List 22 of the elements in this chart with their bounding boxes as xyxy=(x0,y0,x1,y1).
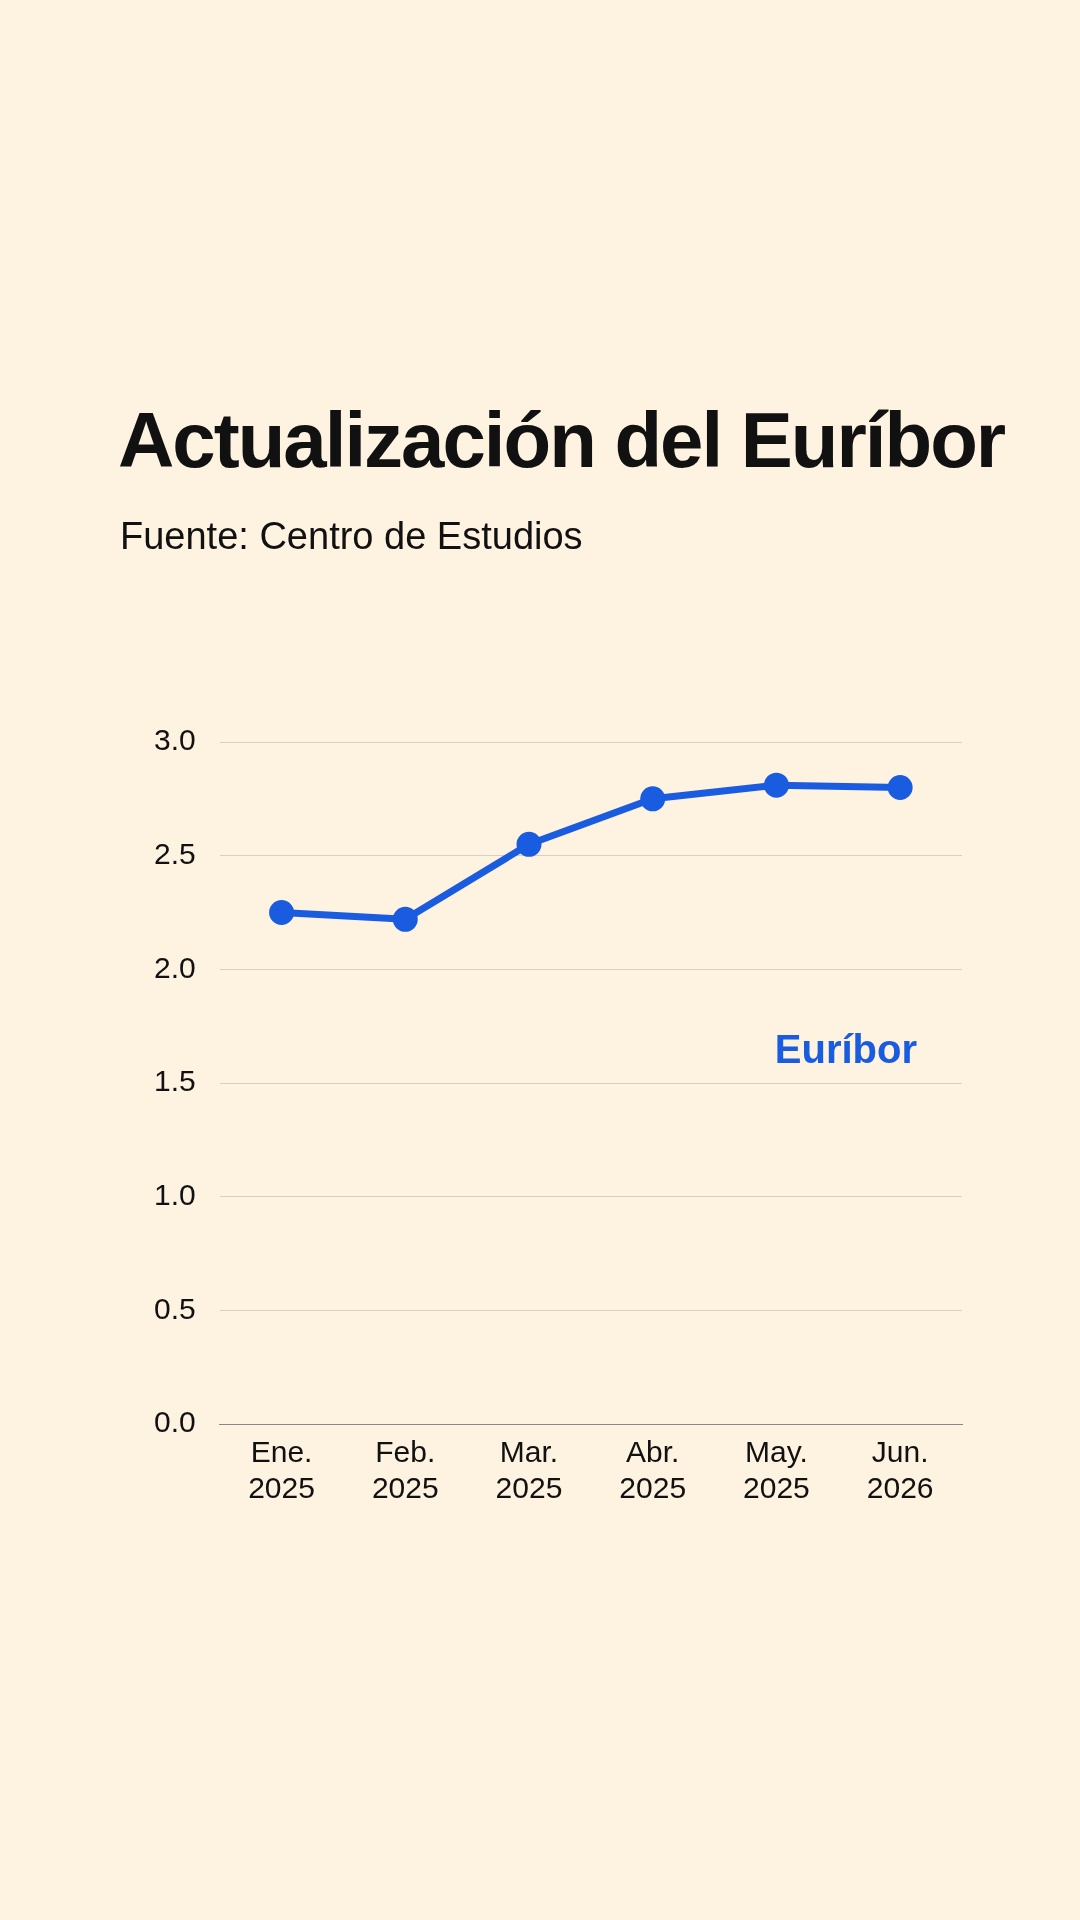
text: Euríbor xyxy=(774,1027,917,1072)
y-tick-label: 1.0 xyxy=(153,1177,196,1211)
y-tick-label: 2.0 xyxy=(153,950,196,984)
y-tick-label: 0.0 xyxy=(153,1405,196,1439)
point xyxy=(640,786,666,812)
x-tick-label: Jun. 2026 xyxy=(866,1435,934,1505)
y-tick-label: 1.5 xyxy=(153,1064,196,1098)
point xyxy=(516,831,542,857)
point xyxy=(269,900,295,925)
x-tick-label: Feb. 2025 xyxy=(371,1435,439,1505)
y-tick-label: 3.0 xyxy=(153,723,196,757)
x-tick-label: Abr. 2025 xyxy=(619,1435,687,1505)
x-tick-label: May. 2025 xyxy=(743,1435,810,1505)
chart-title: Actualización del Euríbor xyxy=(118,395,1005,486)
point xyxy=(763,772,789,798)
x-tick-label: Mar. 2025 xyxy=(495,1435,563,1505)
point xyxy=(392,906,418,932)
y-tick-label: 2.5 xyxy=(153,836,196,870)
point xyxy=(887,774,913,800)
y-tick-label: 0.5 xyxy=(153,1291,196,1325)
x-tick-label: Ene. 2025 xyxy=(248,1435,315,1505)
chart-subtitle: Fuente: Centro de Estudios xyxy=(120,515,583,558)
